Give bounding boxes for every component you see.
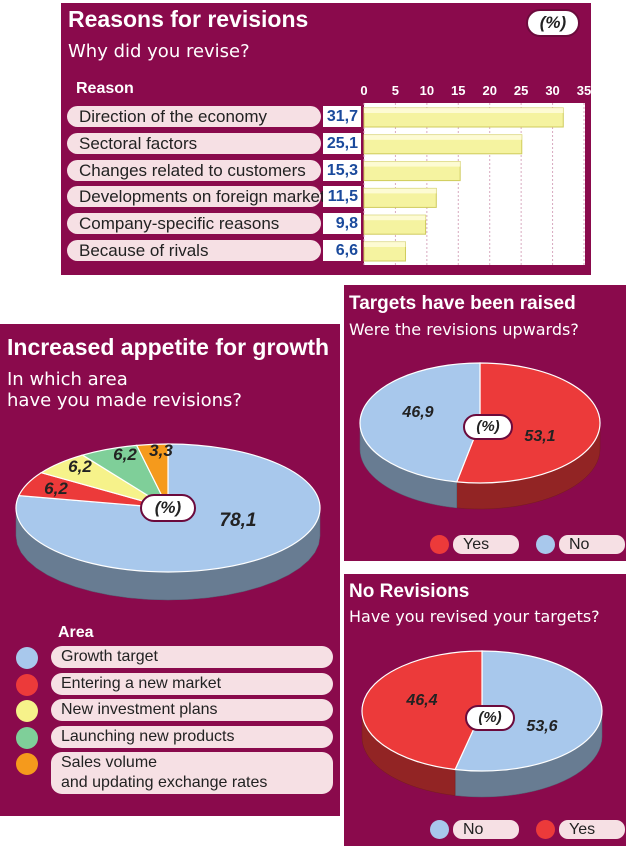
raised-legend-swatch-no [536, 535, 555, 554]
raised-pie-chart: 53,1 46,9 [359, 362, 601, 510]
growth-legend-label-0: Growth target [51, 646, 333, 668]
reason-value-changes-related-to-customers: 15,3 [323, 159, 361, 181]
norev-legend-swatch-no [430, 820, 449, 839]
growth-legend-swatch-0 [16, 647, 38, 669]
growth-legend-swatch-3 [16, 726, 38, 749]
raised-legend-label-no: No [559, 535, 625, 554]
growth-subtitle-line-2: have you made revisions? [7, 390, 242, 411]
growth-legend-label-0-line-0: Growth target [61, 648, 158, 665]
raised-unit-badge: (%) [463, 414, 513, 440]
reason-value-developments-on-foreign-markets: 11,5 [323, 186, 361, 208]
raised-value-label-1: 46,9 [401, 404, 433, 421]
growth-legend-label-2: New investment plans [51, 699, 333, 721]
reasons-unit-badge: (%) [526, 9, 580, 37]
raised-slice-1 [359, 362, 481, 483]
norev-pie-chart: 53,6 46,4 [361, 650, 603, 798]
reason-label-changes-related-to-customers: Changes related to customers [67, 159, 321, 181]
growth-pie-chart: 78,16,26,26,2 3,3 [15, 441, 321, 601]
x-tick-20: 20 [482, 83, 496, 98]
norev-value-label-0: 53,6 [526, 718, 557, 735]
growth-legend-label-4: Sales volume and updating exchange rates [51, 752, 333, 794]
x-tick-25: 25 [514, 83, 528, 98]
growth-slice-0 [15, 443, 321, 573]
raised-subtitle: Were the revisions upwards? [349, 320, 579, 339]
growth-legend-label-3: Launching new products [51, 725, 333, 748]
norev-unit-badge: (%) [465, 705, 515, 731]
growth-legend-swatch-2 [16, 700, 38, 722]
reasons-bar-area [364, 103, 585, 265]
reason-label-sectoral-factors: Sectoral factors [67, 132, 321, 154]
growth-title: Increased appetite for growth [7, 334, 330, 360]
reason-label-because-of-rivals: Because of rivals [67, 240, 321, 261]
growth-subtitle-line-1: In which area [7, 369, 128, 390]
reasons-title: Reasons for revisions [68, 6, 309, 32]
growth-legend-swatch-1 [16, 673, 38, 696]
growth-legend-swatch-4 [16, 753, 38, 775]
norev-legend-label-yes: Yes [559, 820, 625, 839]
growth-value-label-1: 6,2 [44, 479, 68, 498]
growth-legend-label-1: Entering a new market [51, 672, 333, 695]
raised-legend-swatch-yes [430, 535, 449, 554]
reason-label-company-specific-reasons: Company-specific reasons [67, 213, 321, 235]
reasons-column-header: Reason [76, 80, 134, 97]
growth-legend-label-4-line-0: Sales volume [61, 754, 158, 771]
reason-value-because-of-rivals: 6,6 [323, 240, 361, 261]
growth-legend-label-3-line-0: Launching new products [61, 727, 235, 745]
reason-value-sectoral-factors: 25,1 [323, 132, 361, 154]
norev-title: No Revisions [349, 581, 470, 602]
norev-legend-label-no: No [453, 820, 519, 839]
growth-legend-label-4-line-1: and updating exchange rates [61, 774, 268, 791]
reason-value-company-specific-reasons: 9,8 [323, 213, 361, 235]
norev-slice-0 [454, 650, 603, 772]
bar-highlight-company-specific-reasons [364, 215, 426, 221]
x-tick-10: 10 [420, 83, 434, 98]
raised-legend-label-yes: Yes [453, 535, 519, 554]
x-tick-15: 15 [451, 83, 465, 98]
growth-legend-title: Area [58, 624, 94, 641]
bar-highlight-sectoral-factors [364, 134, 522, 140]
growth-value-label-4: 3,3 [149, 441, 173, 460]
growth-legend-label-1-line-0: Entering a new market [61, 674, 222, 692]
norev-legend-swatch-yes [536, 820, 555, 839]
growth-slice-4 [135, 443, 169, 509]
growth-unit-badge: (%) [140, 494, 196, 522]
reasons-subtitle: Why did you revise? [68, 41, 250, 62]
growth-value-label-3: 6,2 [113, 445, 137, 464]
bar-highlight-changes-related-to-customers [364, 161, 461, 167]
norev-slice-1 [361, 650, 483, 771]
growth-legend-label-2-line-0: New investment plans [61, 701, 218, 718]
growth-value-label-0: 78,1 [220, 510, 257, 531]
reasons-bar-chart: 0 5 10 15 20 25 30 35 [360, 83, 591, 265]
raised-slice-0 [455, 362, 601, 484]
x-tick-30: 30 [545, 83, 559, 98]
norev-value-label-1: 46,4 [405, 692, 437, 709]
bar-highlight-because-of-rivals [364, 242, 406, 247]
bar-highlight-direction-of-the-economy [364, 108, 564, 113]
raised-title: Targets have been raised [349, 293, 576, 314]
x-tick-5: 5 [392, 83, 399, 98]
reason-value-direction-of-the-economy: 31,7 [323, 106, 361, 127]
norev-subtitle: Have you revised your targets? [349, 607, 600, 626]
x-tick-35: 35 [577, 83, 591, 98]
reason-label-direction-of-the-economy: Direction of the economy [67, 106, 321, 127]
bar-highlight-developments-on-foreign-markets [364, 188, 437, 194]
raised-value-label-0: 53,1 [524, 428, 555, 445]
x-tick-0: 0 [360, 83, 367, 98]
growth-value-label-2: 6,2 [68, 457, 92, 476]
reason-label-developments-on-foreign-markets: Developments on foreign markets [67, 186, 333, 208]
